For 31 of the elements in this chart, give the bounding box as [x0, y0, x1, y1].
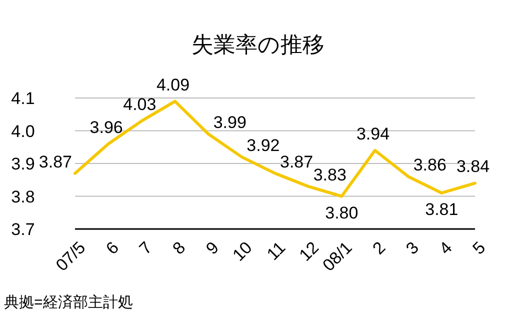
- data-label: 4.09: [156, 75, 190, 94]
- x-tick-label: 8: [169, 238, 190, 258]
- x-tick-label: 5: [469, 238, 490, 258]
- x-tick-label: 2: [369, 238, 390, 258]
- y-tick-label: 3.8: [11, 187, 35, 206]
- data-label: 3.86: [413, 156, 446, 175]
- x-tick-label: 07/5: [52, 238, 90, 275]
- x-tick-label: 10: [228, 238, 256, 265]
- y-tick-label: 3.9: [11, 154, 35, 174]
- y-tick-label: 3.7: [11, 220, 35, 239]
- x-tick-label: 9: [202, 238, 222, 258]
- y-tick-label: 4.1: [11, 89, 35, 108]
- x-tick-label: 11: [263, 238, 290, 264]
- x-tick-label: 7: [136, 238, 156, 258]
- chart-title: 失業率の推移: [192, 32, 324, 57]
- data-label: 3.83: [313, 165, 346, 184]
- data-label: 3.92: [246, 136, 280, 155]
- data-label: 3.99: [213, 113, 246, 132]
- data-label: 3.96: [90, 118, 123, 137]
- x-tick-label: 3: [402, 238, 422, 258]
- text: 典拠=経済部主計処: [4, 294, 133, 311]
- data-label: 3.81: [425, 200, 458, 219]
- data-label: 4.03: [123, 94, 156, 114]
- data-label: 3.87: [280, 152, 314, 172]
- data-label: 3.84: [456, 157, 490, 176]
- x-tick-label: 6: [102, 238, 122, 258]
- data-label: 3.94: [356, 124, 390, 144]
- data-label: 3.87: [38, 152, 72, 172]
- data-label: 3.80: [325, 203, 358, 222]
- x-tick-label: 4: [436, 238, 456, 258]
- y-tick-label: 4.0: [11, 122, 35, 141]
